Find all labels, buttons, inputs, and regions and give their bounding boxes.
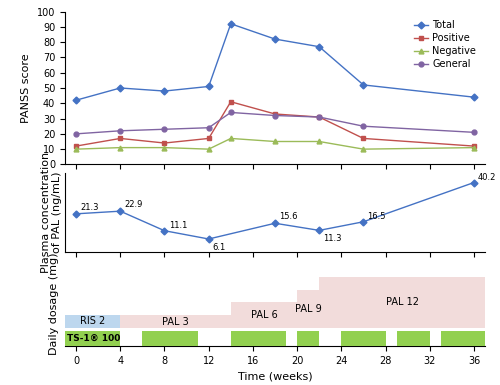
Positive — [206, 136, 212, 141]
Negative — [316, 139, 322, 144]
Bar — [231, 331, 286, 346]
Positive — [118, 136, 124, 141]
Text: 22.9: 22.9 — [124, 200, 143, 209]
Legend: Total, Positive, Negative, General: Total, Positive, Negative, General — [410, 17, 480, 73]
Total — [360, 83, 366, 87]
Text: 11.1: 11.1 — [168, 221, 187, 230]
X-axis label: Time (weeks): Time (weeks) — [238, 372, 312, 382]
Total — [228, 22, 234, 26]
Bar — [231, 302, 297, 328]
Text: PAL 9: PAL 9 — [295, 304, 322, 314]
Text: 21.3: 21.3 — [80, 203, 98, 212]
Total — [316, 44, 322, 49]
Text: 16.5: 16.5 — [368, 212, 386, 221]
Text: TS-1® 100: TS-1® 100 — [67, 334, 120, 343]
Total — [118, 86, 124, 90]
Total — [471, 95, 477, 99]
Bar — [65, 331, 120, 346]
Line: Positive: Positive — [74, 99, 476, 149]
Text: 15.6: 15.6 — [279, 212, 297, 221]
Bar — [120, 315, 231, 328]
Negative — [206, 147, 212, 151]
Positive — [228, 99, 234, 104]
Positive — [272, 112, 278, 116]
Bar — [342, 331, 386, 346]
Positive — [471, 144, 477, 148]
General — [360, 124, 366, 129]
Bar — [65, 315, 120, 328]
Y-axis label: Daily dosage (mg): Daily dosage (mg) — [50, 253, 59, 355]
Negative — [228, 136, 234, 141]
Bar — [297, 290, 319, 328]
Positive — [316, 115, 322, 119]
Total — [73, 98, 79, 102]
General — [162, 127, 168, 132]
General — [73, 132, 79, 136]
Text: 11.3: 11.3 — [324, 234, 342, 243]
Negative — [162, 145, 168, 150]
General — [316, 115, 322, 119]
Y-axis label: Plasma concentration
of PAL (ng/mL): Plasma concentration of PAL (ng/mL) — [40, 152, 62, 273]
Bar — [396, 331, 430, 346]
Text: PAL 12: PAL 12 — [386, 297, 418, 307]
Positive — [73, 144, 79, 148]
Bar — [441, 331, 485, 346]
Bar — [319, 277, 485, 328]
General — [471, 130, 477, 135]
Negative — [118, 145, 124, 150]
Negative — [360, 147, 366, 151]
Bar — [297, 331, 319, 346]
Bar — [142, 331, 198, 346]
Negative — [471, 145, 477, 150]
Total — [272, 37, 278, 41]
General — [206, 126, 212, 130]
Text: RIS 2: RIS 2 — [80, 316, 106, 326]
Total — [206, 84, 212, 89]
Line: Negative: Negative — [74, 136, 476, 152]
Line: Total: Total — [74, 21, 476, 103]
General — [118, 129, 124, 133]
Line: General: General — [74, 110, 476, 136]
Positive — [360, 136, 366, 141]
Total — [162, 89, 168, 93]
Text: PAL 3: PAL 3 — [162, 316, 189, 326]
Negative — [73, 147, 79, 151]
General — [228, 110, 234, 115]
Text: 40.2: 40.2 — [478, 173, 496, 182]
Text: PAL 6: PAL 6 — [250, 310, 278, 320]
Text: 6.1: 6.1 — [213, 243, 226, 252]
Y-axis label: PANSS score: PANSS score — [22, 53, 32, 123]
Positive — [162, 141, 168, 145]
Negative — [272, 139, 278, 144]
General — [272, 113, 278, 118]
